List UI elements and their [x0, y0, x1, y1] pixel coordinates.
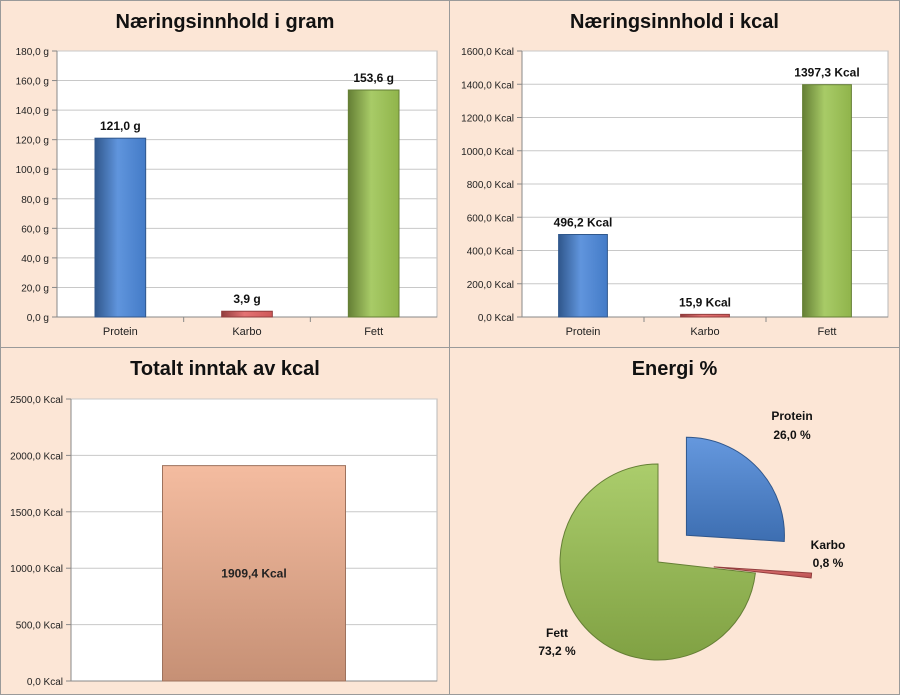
x-tick-label: Protein	[566, 326, 601, 338]
slice-value: 26,0 %	[773, 428, 811, 442]
y-tick-label: 1500,0 Kcal	[10, 508, 63, 519]
y-tick-label: 500,0 Kcal	[16, 621, 63, 632]
x-tick-label: Protein	[103, 326, 138, 338]
bar-fett	[802, 84, 852, 318]
x-tick-label: Karbo	[690, 326, 719, 338]
y-tick-label: 0,0 g	[27, 313, 49, 324]
y-tick-label: 1400,0 Kcal	[461, 80, 514, 91]
x-tick-label: Fett	[818, 326, 837, 338]
chart-grams: 0,0 g 20,0 g 40,0 g 60,0 g 80,0 g 100,0 g 120,…	[16, 47, 438, 338]
panel-energy: Energi % Protein 26,0 % Karbo 0,8 % Fett 73,2…	[449, 347, 900, 695]
y-tick-label: 0,0 Kcal	[27, 677, 63, 688]
y-tick-label: 140,0 g	[16, 106, 49, 117]
y-tick-label: 120,0 g	[16, 136, 49, 147]
bar-karbo	[221, 310, 273, 318]
data-label: 1909,4 Kcal	[221, 566, 286, 580]
chart-title-kcal: Næringsinnhold i kcal	[570, 11, 779, 33]
data-label: 15,9 Kcal	[679, 295, 731, 309]
bar-total	[162, 465, 346, 682]
slice-value: 73,2 %	[538, 644, 576, 658]
y-tick-label: 1200,0 Kcal	[461, 114, 514, 125]
pie-slice-fett	[559, 463, 756, 661]
data-label: 121,0 g	[100, 119, 141, 133]
chart-energy-pie: Protein 26,0 % Karbo 0,8 % Fett 73,2 %	[538, 409, 846, 661]
chart-kcal: 0,0 Kcal 200,0 Kcal 400,0 Kcal 600,0 Kcal 80…	[461, 47, 889, 338]
y-tick-label: 600,0 Kcal	[467, 213, 514, 224]
y-tick-label: 160,0 g	[16, 77, 49, 88]
panel-grams: Næringsinnhold i gram 0,0 g 20,0 g 40,0 g 6…	[0, 0, 450, 348]
y-tick-label: 2000,0 Kcal	[10, 451, 63, 462]
panel-total: Totalt inntak av kcal 0,0 Kcal 500,0 Kcal…	[0, 347, 450, 695]
pie-slice-protein	[685, 436, 785, 542]
bar-fett	[347, 89, 400, 318]
y-tick-label: 0,0 Kcal	[478, 313, 514, 324]
pie-slice-karbo	[713, 566, 813, 579]
x-tick-label: Karbo	[232, 326, 261, 338]
chart-total: 0,0 Kcal 500,0 Kcal 1000,0 Kcal 1500,0 Kcal…	[10, 395, 438, 688]
y-tick-label: 100,0 g	[16, 165, 49, 176]
slice-label: Karbo	[811, 538, 846, 552]
y-tick-label: 1000,0 Kcal	[461, 147, 514, 158]
chart-title-energy: Energi %	[631, 358, 718, 380]
chart-title-total: Totalt inntak av kcal	[130, 358, 320, 380]
y-tick-label: 200,0 Kcal	[467, 280, 514, 291]
data-label: 496,2 Kcal	[554, 216, 613, 230]
y-tick-label: 2500,0 Kcal	[10, 395, 63, 406]
y-tick-label: 180,0 g	[16, 47, 49, 58]
y-tick-label: 400,0 Kcal	[467, 247, 514, 258]
slice-value: 0,8 %	[813, 556, 844, 570]
bar-protein	[94, 137, 147, 318]
slice-label: Fett	[546, 626, 568, 640]
y-tick-label: 20,0 g	[21, 283, 49, 294]
y-tick-label: 800,0 Kcal	[467, 180, 514, 191]
y-tick-label: 40,0 g	[21, 254, 49, 265]
bar-protein	[558, 234, 608, 318]
y-tick-label: 60,0 g	[21, 224, 49, 235]
y-tick-label: 1600,0 Kcal	[461, 47, 514, 58]
y-tick-label: 1000,0 Kcal	[10, 564, 63, 575]
y-tick-label: 80,0 g	[21, 195, 49, 206]
slice-label: Protein	[771, 409, 812, 423]
data-label: 3,9 g	[233, 292, 260, 306]
panel-kcal: Næringsinnhold i kcal 0,0 Kcal 200,0 Kcal…	[449, 0, 900, 348]
x-tick-label: Fett	[364, 326, 383, 338]
chart-title-grams: Næringsinnhold i gram	[115, 11, 335, 33]
bar-karbo	[680, 313, 730, 318]
data-label: 153,6 g	[353, 71, 394, 85]
data-label: 1397,3 Kcal	[794, 66, 859, 80]
